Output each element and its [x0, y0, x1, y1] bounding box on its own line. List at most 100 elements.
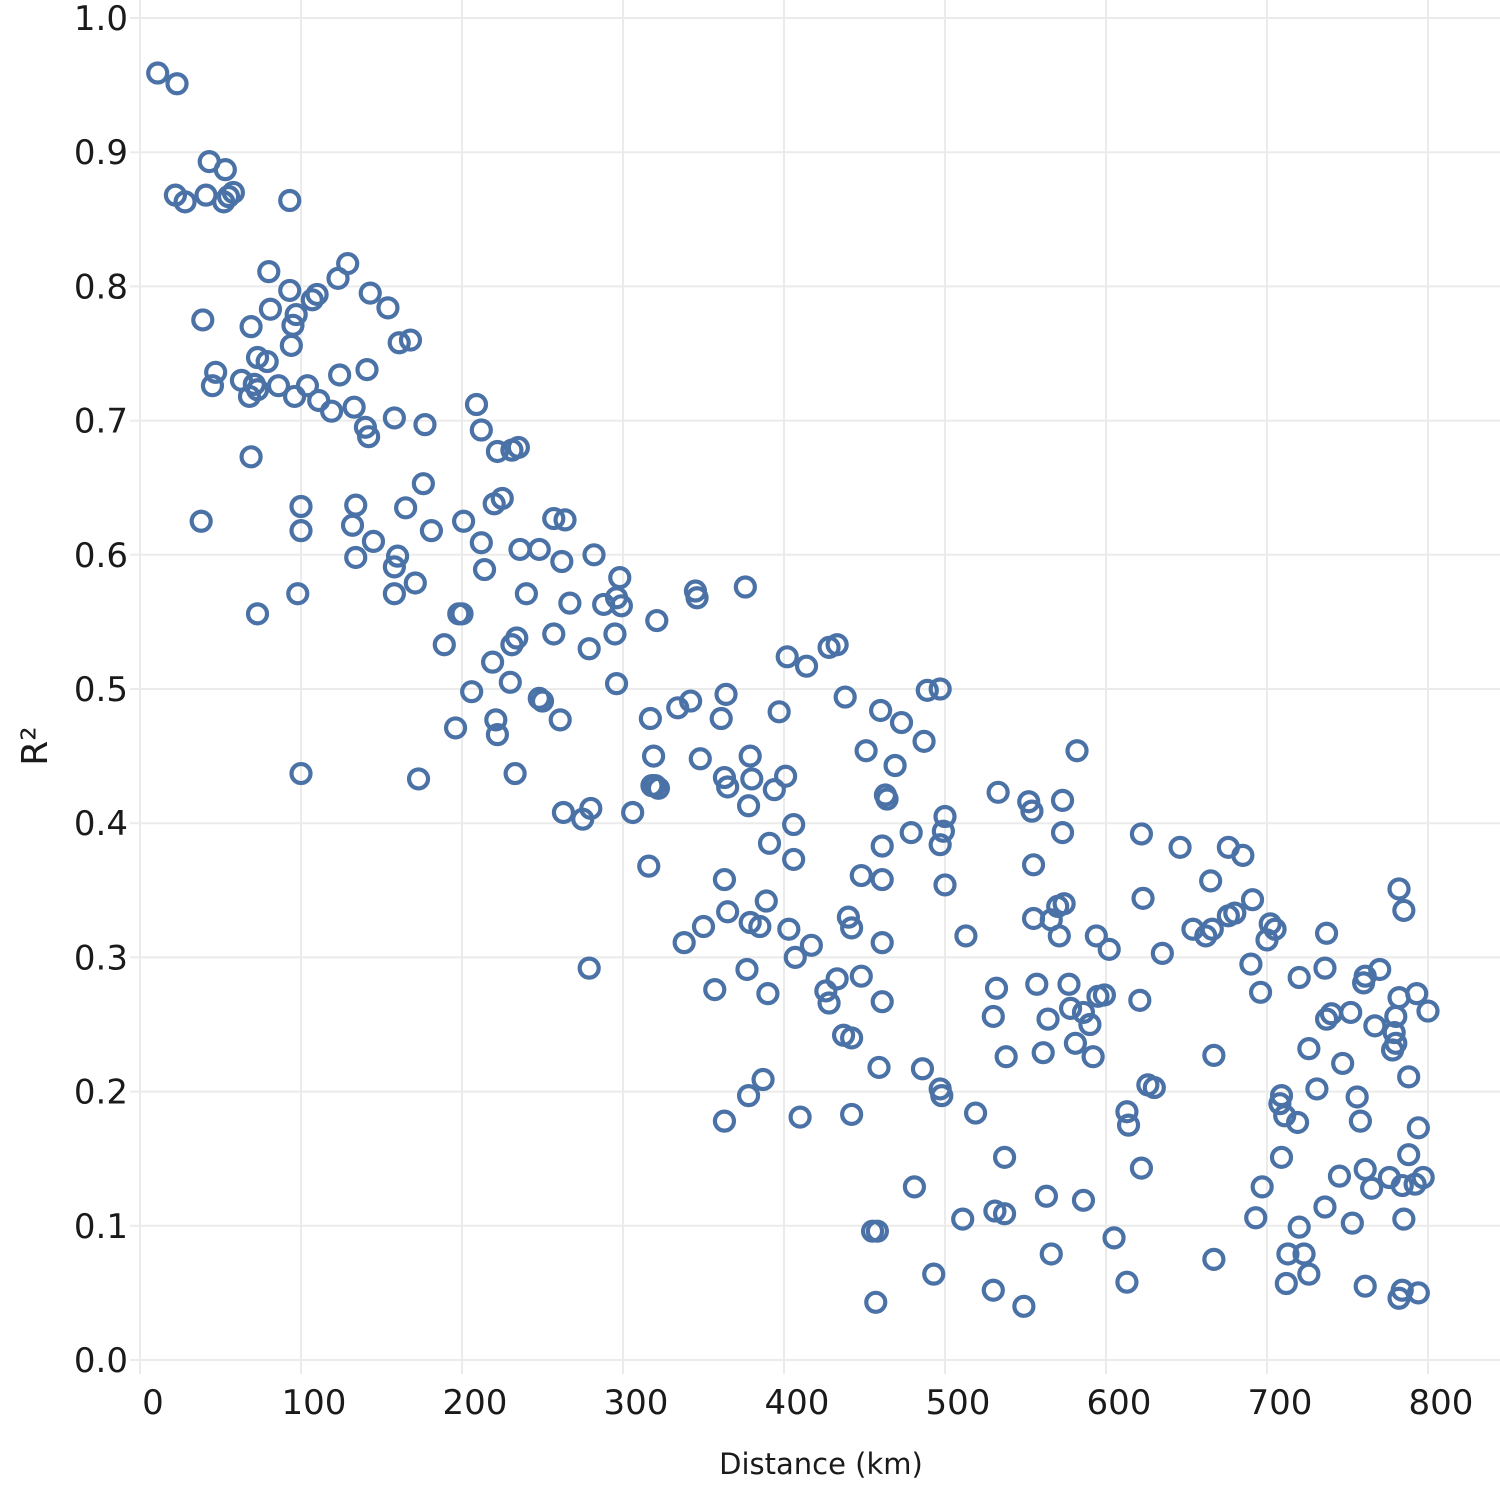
data-point-marker — [931, 819, 955, 843]
y-tick-label: 0.3 — [74, 938, 128, 978]
data-point-marker — [1287, 965, 1311, 990]
y-tick-label: 0.8 — [74, 267, 128, 307]
data-point-marker — [1397, 1065, 1421, 1089]
data-point-marker — [484, 708, 508, 732]
data-point-marker — [794, 654, 819, 678]
data-point-marker — [603, 622, 627, 646]
data-point-marker — [1313, 956, 1337, 980]
data-point-marker — [889, 710, 914, 735]
data-point-marker — [814, 979, 838, 1003]
data-point-marker — [358, 281, 382, 305]
data-point-marker — [443, 716, 468, 740]
data-point-marker — [1411, 1165, 1435, 1190]
data-point-marker — [361, 529, 386, 553]
data-point-marker — [1168, 835, 1192, 859]
data-point-marker — [1050, 788, 1075, 812]
x-tick-label: 300 — [604, 1383, 669, 1423]
data-point-marker — [300, 288, 324, 312]
data-point-marker — [685, 586, 709, 610]
data-point-marker — [239, 445, 263, 469]
data-point-marker — [777, 917, 801, 941]
x-tick-label: 100 — [282, 1383, 347, 1423]
x-tick-label: 600 — [1087, 1383, 1152, 1423]
data-point-marker — [1416, 999, 1440, 1023]
data-point-marker — [1036, 1007, 1060, 1031]
data-point-marker — [1339, 1000, 1363, 1025]
data-point-marker — [840, 1102, 864, 1127]
data-point-marker — [782, 812, 806, 837]
data-point-marker — [382, 555, 406, 579]
data-point-marker — [542, 506, 566, 531]
data-point-marker — [1292, 1242, 1316, 1266]
data-point-marker — [930, 1084, 954, 1108]
data-point-marker — [245, 378, 270, 402]
data-point-marker — [213, 158, 237, 182]
data-point-marker — [714, 682, 738, 706]
data-point-marker — [981, 1278, 1005, 1302]
data-point-marker — [558, 591, 582, 615]
data-point-marker — [284, 302, 308, 327]
data-point-marker — [867, 1055, 891, 1080]
data-point-marker — [239, 315, 263, 339]
data-point-marker — [756, 982, 780, 1006]
data-point-marker — [1199, 869, 1223, 893]
data-point-marker — [1313, 1195, 1337, 1219]
data-point-marker — [1353, 1157, 1377, 1182]
data-point-marker — [1285, 1110, 1310, 1135]
data-point-marker — [340, 513, 365, 537]
data-point-marker — [748, 914, 772, 939]
data-point-marker — [1406, 1281, 1430, 1305]
y-tick-label: 0.7 — [74, 402, 128, 442]
data-point-marker — [1387, 877, 1411, 901]
data-point-marker — [638, 706, 662, 731]
data-point-marker — [1360, 1176, 1384, 1200]
data-point-marker — [899, 820, 923, 845]
data-point-marker — [679, 689, 703, 713]
data-point-marker — [503, 761, 527, 786]
data-point-marker — [582, 543, 606, 567]
data-point-marker — [646, 776, 671, 800]
data-point-marker — [1058, 996, 1083, 1020]
data-point-marker — [344, 493, 368, 517]
data-point-marker — [840, 1026, 864, 1050]
data-point-marker — [1405, 982, 1429, 1006]
y-tick-label: 1.0 — [74, 0, 128, 39]
y-tick-label: 0.1 — [74, 1207, 128, 1247]
data-point-marker — [1353, 1274, 1377, 1298]
y-gridlines — [130, 17, 1500, 1361]
data-point-marker — [469, 531, 493, 555]
data-point-marker — [485, 723, 510, 747]
data-point-marker — [376, 296, 400, 320]
data-point-marker — [266, 374, 291, 398]
data-point-marker — [672, 931, 696, 955]
data-point-marker — [1314, 921, 1339, 945]
data-point-marker — [774, 764, 798, 788]
data-point-marker — [1071, 1000, 1096, 1025]
data-point-marker — [289, 519, 313, 543]
x-tick-label: 700 — [1248, 1383, 1313, 1423]
data-point-marker — [592, 592, 616, 617]
data-point-marker — [854, 739, 878, 763]
data-point-marker — [189, 509, 213, 533]
data-point-marker — [840, 916, 864, 940]
data-point-marker — [200, 374, 225, 398]
data-point-marker — [870, 867, 894, 892]
data-point-marker — [1274, 1271, 1298, 1296]
data-point-marker — [406, 767, 431, 791]
data-point-marker — [912, 729, 936, 753]
data-point-marker — [1115, 1100, 1139, 1124]
data-point-marker — [258, 297, 283, 321]
data-point-marker — [386, 544, 410, 568]
data-point-marker — [1071, 1188, 1096, 1212]
x-axis-title: Distance (km) — [719, 1447, 923, 1481]
data-point-marker — [344, 545, 368, 570]
y-tick-label: 0.9 — [74, 133, 128, 173]
data-point-marker — [255, 349, 279, 374]
data-point-marker — [782, 847, 806, 872]
data-point-marker — [413, 413, 437, 437]
data-point-marker — [469, 418, 493, 442]
data-point-marker — [1269, 1145, 1294, 1169]
data-point-marker — [527, 537, 551, 562]
data-point-marker — [278, 278, 302, 303]
data-point-marker — [1129, 1156, 1154, 1180]
